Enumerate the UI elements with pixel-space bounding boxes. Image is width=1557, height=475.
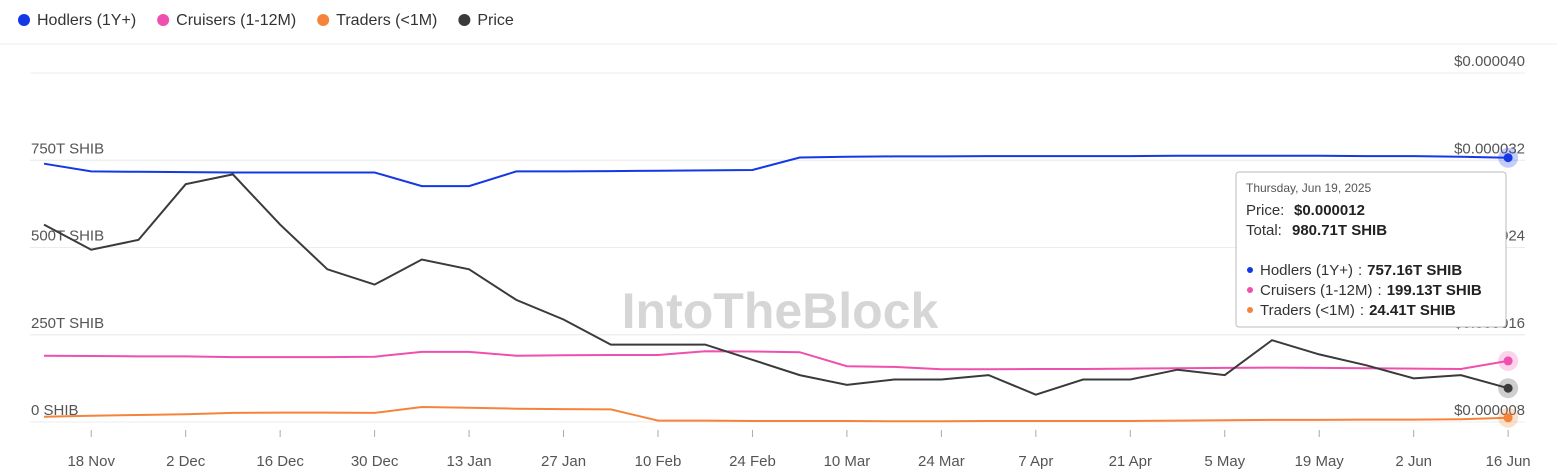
x-tick-label: 19 May bbox=[1295, 453, 1345, 470]
x-tick-label: 2 Dec bbox=[166, 453, 206, 470]
x-tick-label: 10 Feb bbox=[635, 453, 682, 470]
legend-dot bbox=[458, 14, 471, 26]
x-tick-label: 16 Jun bbox=[1486, 453, 1531, 470]
x-tick-label: 10 Mar bbox=[824, 453, 871, 470]
series-line bbox=[43, 154, 1509, 188]
y2-tick-label: $0.000032 bbox=[1454, 140, 1525, 157]
plot bbox=[43, 147, 1519, 428]
legend-label[interactable]: Traders (<1M) bbox=[336, 12, 437, 29]
x-tick-label: 2 Jun bbox=[1395, 453, 1432, 470]
legend-dot bbox=[317, 14, 330, 26]
tooltip-total-label: Total: bbox=[1246, 222, 1282, 239]
tooltip-total: 980.71T SHIB bbox=[1292, 222, 1387, 239]
x-tick-label: 5 May bbox=[1204, 453, 1245, 470]
tooltip: Thursday, Jun 19, 2025 Price: $0.000012 … bbox=[1235, 171, 1507, 328]
tooltip-box bbox=[1235, 171, 1507, 328]
x-tick-label: 30 Dec bbox=[351, 453, 399, 470]
end-marker bbox=[1503, 153, 1513, 163]
x-tick-label: 24 Mar bbox=[918, 453, 965, 470]
legend-label[interactable]: Price bbox=[477, 12, 514, 29]
end-marker bbox=[1503, 383, 1513, 393]
series-line bbox=[43, 173, 1509, 396]
watermark: IntoTheBlock bbox=[622, 283, 939, 339]
tooltip-series: Hodlers (1Y+) bbox=[1260, 262, 1353, 279]
end-marker bbox=[1503, 413, 1513, 423]
tooltip-price: $0.000012 bbox=[1294, 202, 1365, 219]
x-tick-label: 21 Apr bbox=[1109, 453, 1152, 470]
tooltip-value: 199.13T SHIB bbox=[1387, 282, 1482, 299]
series-line bbox=[43, 405, 1509, 423]
legend-dot bbox=[18, 14, 30, 26]
tooltip-separator: : bbox=[1360, 302, 1364, 319]
tooltip-separator: : bbox=[1378, 282, 1382, 299]
x-tick-label: 7 Apr bbox=[1018, 453, 1053, 470]
tooltip-price-label: Price: bbox=[1246, 202, 1284, 219]
legend: Hodlers (1Y+) Cruisers (1-12M) Traders (<1… bbox=[18, 12, 514, 29]
x-tick-label: 18 Nov bbox=[67, 453, 115, 470]
y-tick-label: 750T SHIB bbox=[31, 140, 104, 157]
x-tick-label: 16 Dec bbox=[256, 453, 304, 470]
x-tick-label: 24 Feb bbox=[729, 453, 776, 470]
tooltip-series: Cruisers (1-12M) bbox=[1260, 282, 1373, 299]
tooltip-series: Traders (<1M) bbox=[1260, 302, 1355, 319]
tooltip-value: 24.41T SHIB bbox=[1369, 302, 1456, 319]
tooltip-value: 757.16T SHIB bbox=[1367, 262, 1462, 279]
tooltip-dot bbox=[1247, 267, 1253, 273]
tooltip-separator: : bbox=[1358, 262, 1362, 279]
tooltip-dot bbox=[1247, 287, 1253, 293]
legend-label[interactable]: Cruisers (1-12M) bbox=[176, 12, 296, 29]
tooltip-date: Thursday, Jun 19, 2025 bbox=[1246, 181, 1372, 195]
y-tick-label: 250T SHIB bbox=[31, 315, 104, 332]
x-tick-label: 13 Jan bbox=[447, 453, 492, 470]
series-line bbox=[43, 350, 1509, 371]
y-tick-label: 0 SHIB bbox=[31, 402, 79, 419]
x-tick-label: 27 Jan bbox=[541, 453, 586, 470]
tooltip-dot bbox=[1247, 307, 1253, 313]
legend-dot bbox=[157, 14, 170, 26]
y2-tick-label: $0.000040 bbox=[1454, 53, 1525, 70]
legend-label[interactable]: Hodlers (1Y+) bbox=[37, 12, 136, 29]
end-marker bbox=[1503, 356, 1513, 366]
